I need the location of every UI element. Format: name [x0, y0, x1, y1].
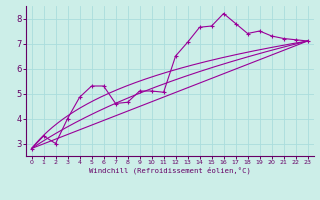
X-axis label: Windchill (Refroidissement éolien,°C): Windchill (Refroidissement éolien,°C) — [89, 167, 251, 174]
